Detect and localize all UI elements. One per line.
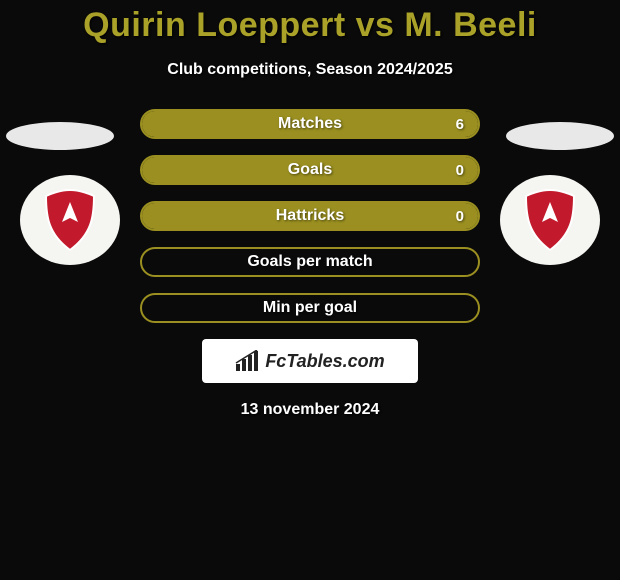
stat-bar: Min per goal [140,293,480,323]
stat-label: Hattricks [276,207,344,225]
stat-label: Goals per match [247,253,372,271]
stat-bar: Hattricks 0 [140,201,480,231]
player-right-avatar [506,122,614,150]
player-left-avatar [6,122,114,150]
stat-value-right: 0 [456,162,464,179]
stat-label: Min per goal [263,299,357,317]
stat-label: Matches [278,115,342,133]
source-logo-text: FcTables.com [265,351,384,372]
club-crest-right [500,175,600,265]
stat-label: Goals [288,161,332,179]
source-logo: FcTables.com [202,339,418,383]
date-text: 13 november 2024 [0,401,620,419]
bar-chart-icon [235,350,259,372]
stat-value-right: 0 [456,208,464,225]
page-title: Quirin Loeppert vs M. Beeli [0,0,620,45]
shield-icon [42,188,98,252]
stat-bar: Goals 0 [140,155,480,185]
stat-bar: Matches 6 [140,109,480,139]
stat-bar: Goals per match [140,247,480,277]
stat-value-right: 6 [456,116,464,133]
shield-icon [522,188,578,252]
subtitle: Club competitions, Season 2024/2025 [0,61,620,79]
club-crest-left [20,175,120,265]
